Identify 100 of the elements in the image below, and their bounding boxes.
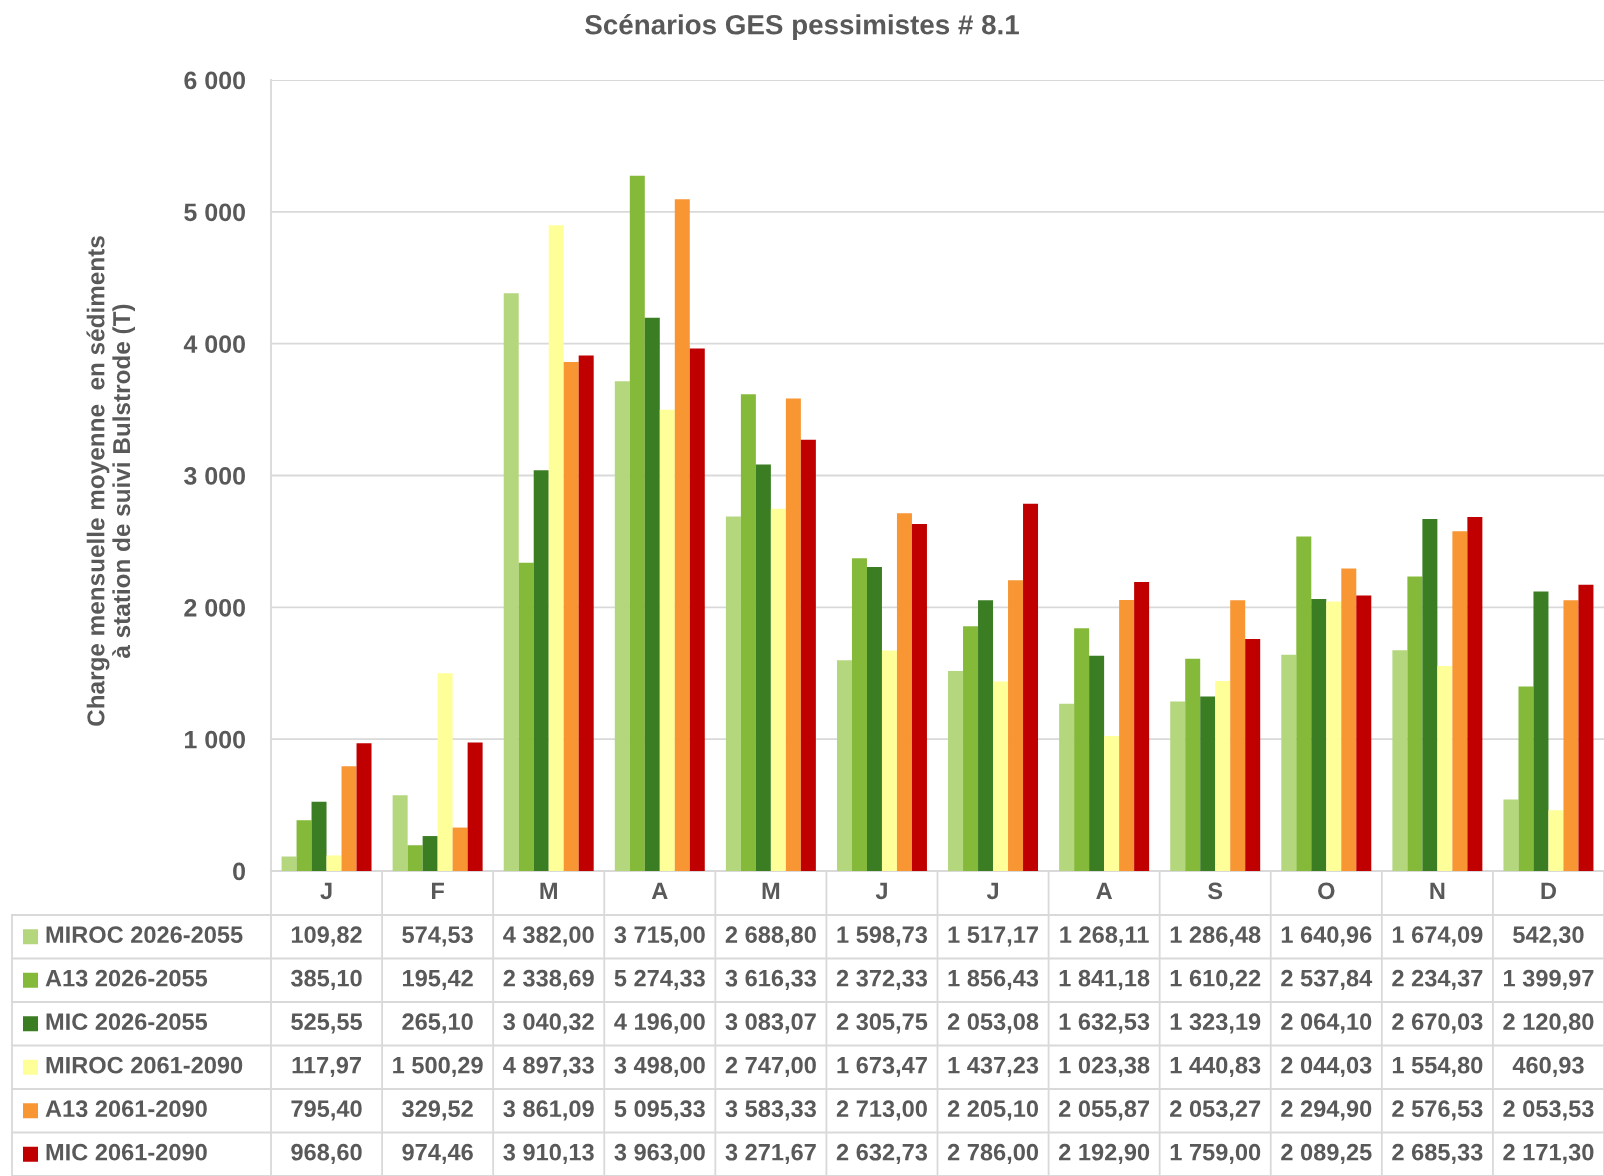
data-label: 265,10 [402, 1013, 473, 1034]
x-tick-label: N [1430, 882, 1445, 900]
legend-label: MIC 2061-2090 [46, 1143, 207, 1161]
data-label: 2 053,27 [1170, 1100, 1261, 1121]
data-label: 4 196,00 [614, 1013, 705, 1034]
y-tick-label: 4 000 [183, 335, 245, 353]
data-label: 3 083,07 [725, 1013, 816, 1034]
data-label: 3 616,33 [725, 969, 816, 991]
bar [1074, 628, 1090, 871]
data-label: 1 437,23 [948, 1056, 1039, 1078]
data-label: 3 583,33 [725, 1100, 816, 1121]
data-label: 1 399,97 [1504, 969, 1594, 991]
data-label: 2 294,90 [1281, 1100, 1372, 1121]
data-label: 5 095,33 [614, 1100, 705, 1121]
data-label: 2 171,30 [1503, 1143, 1594, 1165]
data-label: 117,97 [292, 1056, 361, 1078]
bar [1341, 568, 1357, 871]
data-label: 2 053,08 [947, 1013, 1039, 1034]
legend-label: A13 2061-2090 [45, 1100, 207, 1118]
bar [1437, 666, 1453, 871]
x-tick-label: M [540, 882, 557, 900]
bar [1467, 516, 1483, 871]
bar [341, 766, 357, 871]
bar [1170, 701, 1186, 871]
x-tick-label: J [986, 882, 998, 900]
x-tick-label: S [1208, 882, 1223, 900]
data-label: 1 598,73 [837, 926, 928, 947]
data-label: 3 040,32 [503, 1013, 594, 1034]
data-label: 1 323,19 [1170, 1013, 1261, 1034]
data-label: 2 053,53 [1503, 1100, 1594, 1121]
data-label: 542,30 [1513, 926, 1584, 947]
bar [725, 516, 741, 871]
bar [311, 801, 327, 871]
bar [644, 317, 660, 871]
data-label: 329,52 [402, 1100, 473, 1121]
data-label: 1 286,48 [1170, 926, 1261, 947]
data-label: 4 897,33 [503, 1056, 594, 1078]
bar [326, 855, 342, 871]
data-label: 1 517,17 [948, 926, 1038, 947]
bar [866, 567, 882, 871]
data-label: 795,40 [291, 1100, 362, 1121]
bar [1089, 655, 1105, 871]
x-tick-label: A [1096, 882, 1113, 900]
bar [1326, 601, 1342, 871]
bar [1023, 503, 1039, 871]
bar [1059, 703, 1075, 871]
data-label: 1 554,80 [1392, 1056, 1483, 1078]
bar [407, 845, 423, 871]
bar [978, 600, 994, 871]
data-label: 1 023,38 [1059, 1056, 1150, 1078]
bar [614, 381, 630, 871]
bar [1245, 639, 1261, 871]
bar [1422, 519, 1438, 871]
bar [1119, 599, 1135, 871]
bar [548, 225, 564, 871]
bar [740, 394, 756, 871]
data-label: 1 674,09 [1392, 926, 1483, 947]
bar [1392, 650, 1408, 871]
data-label: 968,60 [291, 1143, 362, 1165]
y-tick-label: 3 000 [184, 467, 245, 485]
y-axis-title: Charge mensuelle moyenne en sédiments à station de suivi Bulstrode (T) [86, 236, 135, 726]
data-label: 195,42 [403, 969, 473, 991]
bar [755, 464, 771, 871]
data-label: 2 234,37 [1392, 969, 1483, 991]
bar [963, 626, 979, 871]
data-label: 1 673,47 [837, 1056, 927, 1078]
data-label: 525,55 [291, 1013, 362, 1034]
data-label: 1 640,96 [1281, 926, 1372, 947]
bar [993, 681, 1009, 871]
x-tick-label: F [431, 882, 444, 900]
data-label: 2 338,69 [503, 969, 594, 991]
bar [1008, 580, 1024, 871]
data-label: 2 632,73 [836, 1143, 928, 1165]
data-label: 2 747,00 [725, 1056, 816, 1078]
x-tick-label: D [1541, 882, 1556, 900]
bar [881, 650, 897, 871]
bar [533, 470, 549, 871]
data-label: 385,10 [290, 969, 362, 991]
bar [1518, 686, 1534, 871]
x-tick-label: A [651, 882, 668, 900]
data-label: 1 268,11 [1060, 926, 1149, 947]
data-label: 109,82 [291, 926, 362, 947]
data-label: 3 498,00 [614, 1056, 705, 1078]
data-label: 1 841,18 [1059, 969, 1150, 991]
bar [1533, 591, 1549, 871]
y-tick-label: 2 000 [184, 598, 245, 617]
x-tick-label: M [762, 882, 780, 900]
bar [674, 199, 690, 871]
data-label: 3 910,13 [503, 1143, 594, 1165]
data-label: 4 382,00 [503, 926, 594, 947]
bar [770, 508, 786, 871]
data-label: 5 274,33 [614, 969, 705, 991]
data-label: 1 759,00 [1170, 1143, 1261, 1165]
bar [1356, 595, 1372, 871]
data-label: 2 713,00 [836, 1100, 927, 1121]
legend-label: MIROC 2061-2090 [46, 1056, 243, 1074]
data-label: 2 205,10 [947, 1100, 1039, 1121]
data-label: 2 120,80 [1503, 1013, 1594, 1034]
x-tick-label: O [1318, 882, 1335, 900]
bar [296, 820, 312, 871]
